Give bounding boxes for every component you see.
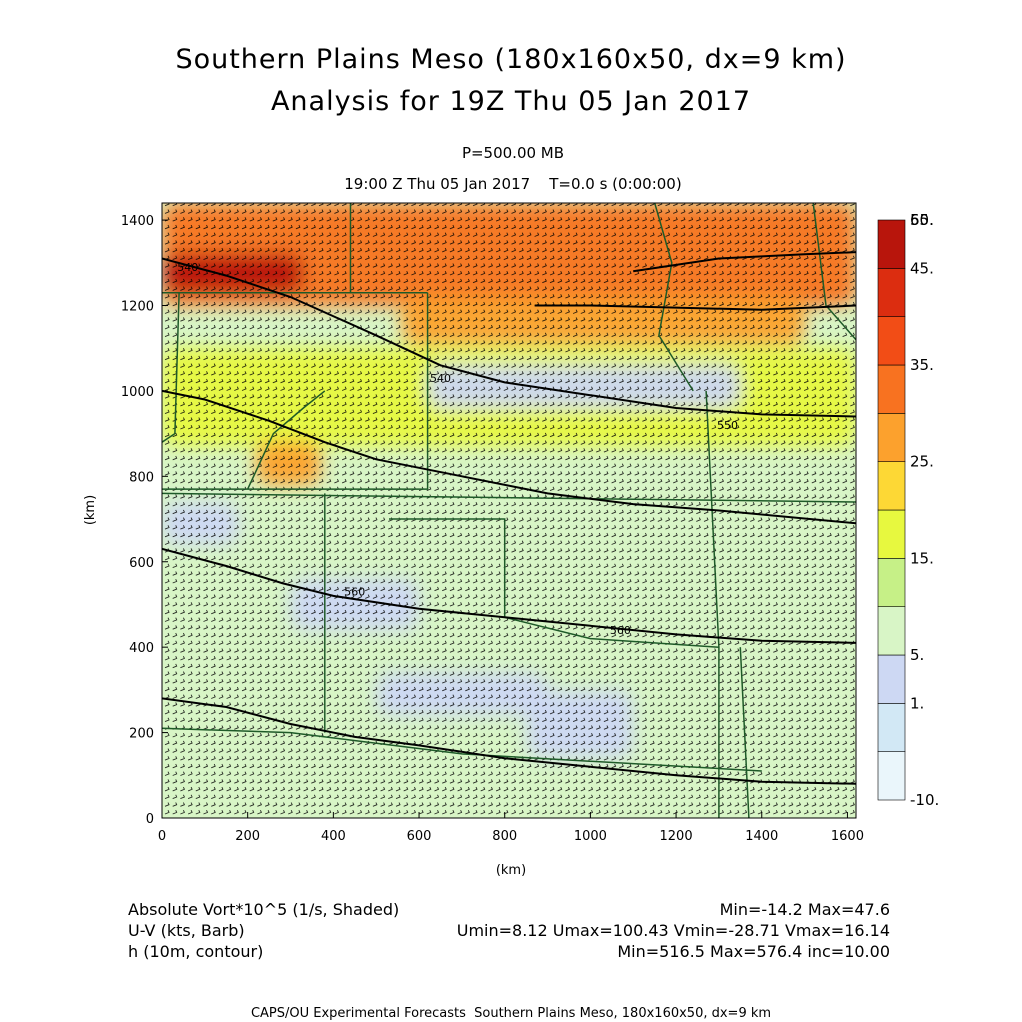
height-contour <box>534 304 856 311</box>
state-border <box>162 727 762 772</box>
colorbar-bin <box>877 268 906 317</box>
colorbar-bin <box>877 316 906 366</box>
colorbar-bin <box>877 654 906 704</box>
plot-area: 540 540 550 560 560 <box>162 203 856 818</box>
field2-stats: Umin=8.12 Umax=100.43 Vmin=-28.71 Vmax=1… <box>456 921 890 940</box>
colorbar-label: 45. <box>910 259 934 277</box>
colorbar-label: 60. <box>910 211 934 229</box>
height-contour-560 <box>162 547 856 644</box>
height-contour <box>633 251 856 273</box>
field3-name: h (10m, contour) <box>128 942 264 961</box>
y-tick-label: 0 <box>146 812 154 827</box>
state-border <box>653 203 694 392</box>
state-border <box>247 390 326 490</box>
x-tick-label: 600 <box>407 829 432 844</box>
plot-clip-group: 540 540 550 560 560 <box>162 203 856 818</box>
colorbar-label: 35. <box>910 356 934 374</box>
wind-barbs <box>164 203 855 815</box>
colorbar: -10. 1. 5. 15. 25. 35. 45. 55.60. <box>877 211 939 809</box>
colorbar-label: 55. <box>910 211 934 229</box>
colorbar-label: 15. <box>910 549 934 567</box>
colorbar-bin <box>877 413 906 462</box>
chart-title-line2: Analysis for 19Z Thu 05 Jan 2017 <box>270 86 752 117</box>
y-tick-label: 600 <box>129 556 154 571</box>
state-border <box>705 390 720 818</box>
contour-label: 560 <box>344 586 365 599</box>
colorbar-label: 5. <box>910 646 924 664</box>
chart-title-line1: Southern Plains Meso (180x160x50, dx=9 k… <box>175 44 847 75</box>
height-contour-550 <box>162 389 856 525</box>
valid-time-label: 19:00 Z Thu 05 Jan 2017 T=0.0 s (0:00:00… <box>344 175 682 193</box>
state-border <box>162 292 429 490</box>
y-tick-label: 800 <box>129 470 154 485</box>
y-axis-label: (km) <box>83 495 98 525</box>
footer-credit: CAPS/OU Experimental Forecasts Southern … <box>250 1006 772 1021</box>
colorbar-bin <box>877 364 906 414</box>
contour-label: 560 <box>610 624 631 637</box>
contour-label: 550 <box>717 419 738 432</box>
y-tick-label: 1200 <box>121 300 154 315</box>
field1-name: Absolute Vort*10^5 (1/s, Shaded) <box>128 900 400 919</box>
colorbar-bin <box>877 703 906 752</box>
x-axis-label: (km) <box>496 863 526 878</box>
x-tick-label: 0 <box>158 829 166 844</box>
colorbar-bin <box>877 606 906 656</box>
y-tick-label: 400 <box>129 641 154 656</box>
y-tick-label: 200 <box>129 727 154 742</box>
x-tick-label: 1000 <box>574 829 607 844</box>
colorbar-bin <box>877 558 906 607</box>
field2-name: U-V (kts, Barb) <box>128 921 245 940</box>
colorbar-label: -10. <box>910 791 939 809</box>
colorbar-bin <box>877 219 906 269</box>
x-tick-label: 800 <box>492 829 517 844</box>
colorbar-bin <box>877 509 906 559</box>
field3-stats: Min=516.5 Max=576.4 inc=10.00 <box>617 942 890 961</box>
vorticity-region-weak-patch <box>376 672 548 716</box>
contour-label: 540 <box>177 261 198 274</box>
y-tick-label: 1400 <box>121 214 154 229</box>
vorticity-region-weak-patch <box>290 578 420 631</box>
state-border <box>812 203 856 341</box>
pressure-level-label: P=500.00 MB <box>461 144 565 162</box>
plot-frame <box>161 202 857 819</box>
x-tick-label: 200 <box>235 829 260 844</box>
x-tick-label: 1400 <box>745 829 778 844</box>
state-border <box>739 647 750 818</box>
x-tick-label: 400 <box>321 829 346 844</box>
vorticity-region-weak-patch <box>526 689 634 759</box>
colorbar-label: 25. <box>910 453 934 471</box>
height-contour-540 <box>162 257 856 418</box>
axes: 0 200 400 600 800 1000 1200 1400 1600 0 200 400 600 8… <box>121 202 864 844</box>
vorticity-region-weak-patch <box>162 501 240 545</box>
field1-stats: Min=-14.2 Max=47.6 <box>719 900 890 919</box>
colorbar-label: 1. <box>910 694 924 712</box>
height-contour-570 <box>162 697 856 785</box>
colorbar-bin <box>877 751 906 801</box>
x-tick-label: 1200 <box>660 829 693 844</box>
colorbar-bin <box>877 461 906 511</box>
contour-label: 540 <box>430 372 451 385</box>
vorticity-region-lobe <box>256 442 321 485</box>
state-border <box>162 292 180 443</box>
x-tick-label: 1600 <box>831 829 864 844</box>
state-border <box>162 492 856 503</box>
y-tick-label: 1000 <box>121 385 154 400</box>
